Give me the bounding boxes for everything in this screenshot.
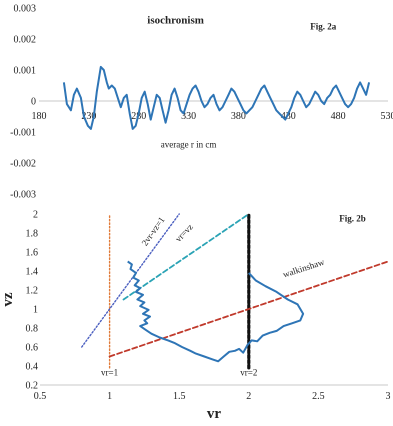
x-tick-label: 230 bbox=[81, 111, 96, 122]
y-tick-label: 1.4 bbox=[26, 267, 39, 278]
y-tick-label: 0.003 bbox=[14, 4, 37, 15]
x-tick-label: 2 bbox=[246, 391, 251, 402]
series-line-isochronism bbox=[62, 65, 371, 130]
y-tick-label: 0.6 bbox=[26, 343, 39, 354]
x-axis-label-2b: vr bbox=[207, 406, 222, 422]
x-tick-label: 2.5 bbox=[312, 391, 325, 402]
y-tick-label: 0.002 bbox=[14, 35, 37, 46]
x-tick-label: 3 bbox=[386, 391, 391, 402]
fig-label-2b: Fig. 2b bbox=[339, 214, 366, 224]
x-tick-label: 180 bbox=[32, 111, 47, 122]
reference-line-label: vr=vz bbox=[173, 222, 195, 244]
x-tick-label: 1 bbox=[107, 391, 112, 402]
y-tick-label: 0.8 bbox=[26, 324, 39, 335]
reference-line bbox=[108, 260, 389, 358]
x-tick-label: 330 bbox=[181, 111, 196, 122]
x-tick-label: 380 bbox=[231, 111, 246, 122]
chart-vr-vz: 0.20.40.60.811.21.41.61.82 0.5 1 1.5 2 2.5 3 … bbox=[0, 210, 391, 423]
y-tick-label: 1.6 bbox=[26, 248, 39, 259]
x-tick-labels-2b: 0.5 1 1.5 2 2.5 3 bbox=[34, 391, 391, 402]
x-tick-label: 530 bbox=[381, 111, 393, 122]
reference-line-label: walkinshaw bbox=[282, 257, 326, 280]
fig-label-2a: Fig. 2a bbox=[310, 22, 336, 32]
x-axis-label-2a: average r in cm bbox=[161, 140, 217, 150]
y-tick-label: -0.002 bbox=[10, 159, 36, 170]
reference-line bbox=[122, 213, 250, 301]
chart-title-2a: isochronism bbox=[147, 15, 204, 27]
y-tick-label: 2 bbox=[33, 210, 38, 221]
chart-isochronism: -0.003 -0.002 -0.001 0 0.001 0.002 0.003 180 23… bbox=[10, 4, 393, 201]
y-tick-label: 0.001 bbox=[14, 66, 37, 77]
y-tick-label: 0.2 bbox=[26, 381, 39, 392]
y-tick-label: 1.2 bbox=[26, 286, 39, 297]
series-line-trajectory bbox=[127, 260, 305, 363]
y-tick-label: 1.8 bbox=[26, 229, 39, 240]
reference-line-label: vr=2 bbox=[240, 368, 257, 378]
y-tick-label: -0.001 bbox=[10, 128, 36, 139]
reference-labels-2b: vr=1 vr=2 2vr-vz=1 vr=vz walkinshaw bbox=[101, 215, 326, 378]
y-tick-label: -0.003 bbox=[10, 190, 36, 201]
x-tick-label: 480 bbox=[331, 111, 346, 122]
reference-line bbox=[81, 213, 180, 348]
reference-line-label: 2vr-vz=1 bbox=[140, 215, 167, 248]
y-tick-labels-2a: -0.003 -0.002 -0.001 0 0.001 0.002 0.003 bbox=[10, 4, 36, 201]
y-tick-label: 0 bbox=[31, 97, 36, 108]
x-tick-label: 430 bbox=[281, 111, 296, 122]
y-tick-label: 0.4 bbox=[26, 362, 39, 373]
reference-line-label: vr=1 bbox=[101, 368, 118, 378]
x-tick-label: 1.5 bbox=[173, 391, 186, 402]
y-tick-labels-2b: 0.2 0.4 0.6 0.8 1 1.2 1.4 1.6 1.8 2 bbox=[26, 210, 39, 392]
x-tick-label: 0.5 bbox=[34, 391, 47, 402]
reference-lines-2b bbox=[81, 212, 389, 370]
y-axis-label-2b: vz bbox=[0, 292, 16, 307]
y-tick-label: 1 bbox=[33, 305, 38, 316]
